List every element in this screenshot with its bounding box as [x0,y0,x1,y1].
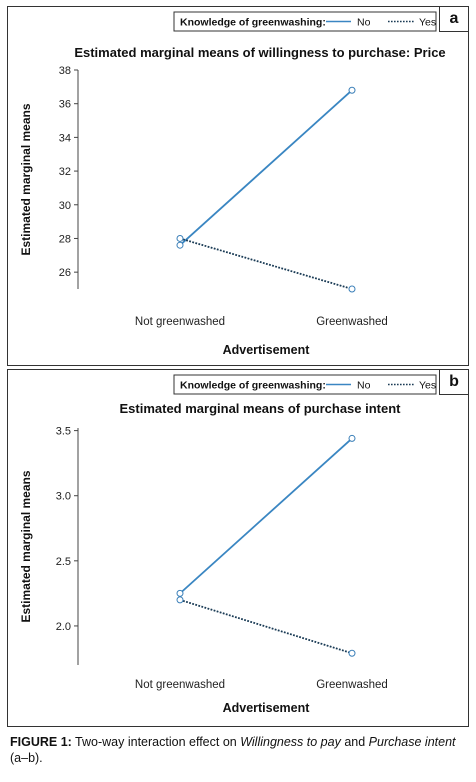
series-line-yes [179,599,353,655]
y-tick-label: 2.0 [56,621,71,633]
data-point-no [348,86,356,94]
y-tick-label: 2.5 [56,556,71,568]
x-axis-label: Advertisement [223,343,311,357]
legend-label-no: No [357,380,371,392]
chart-title: Estimated marginal means of purchase int… [119,401,401,416]
caption-emphasis-2: Purchase intent [368,735,456,749]
data-point-yes [348,285,356,293]
data-point-yes [176,234,184,242]
legend-label-no: No [357,17,371,29]
chart-panel-a: a Knowledge of greenwashing: No Yes Estimat… [7,6,469,366]
y-tick-label: 26 [59,267,71,279]
series-line-no [179,89,353,246]
y-axis-label: Estimated marginal means [19,470,33,622]
data-point-yes [348,649,356,657]
chart-panel-b: b Knowledge of greenwashing: No Yes Estimat… [7,369,469,727]
caption-text-1: Two-way interaction effect on [71,735,241,749]
y-axis-label: Estimated marginal means [19,103,33,255]
data-point-yes [176,596,184,604]
caption-emphasis-1: Willingness to pay [240,735,341,749]
x-category-label: Greenwashed [316,679,388,691]
legend-box [173,11,437,32]
legend: Knowledge of greenwashing: No Yes [173,374,437,395]
legend-title: Knowledge of greenwashing: [180,380,326,392]
data-point-no [176,589,184,597]
y-tick-label: 3.0 [56,491,71,503]
legend-label-yes: Yes [419,380,436,392]
x-axis-label: Advertisement [223,701,311,715]
y-tick-label: 3.5 [56,426,71,438]
legend-box [173,374,437,395]
caption-text-2: and [340,735,369,749]
figure-caption: FIGURE 1: Two-way interaction effect on … [10,734,466,766]
x-category-label: Greenwashed [316,316,388,328]
legend: Knowledge of greenwashing: No Yes [173,11,437,32]
series-line-no [179,437,353,595]
y-tick-label: 36 [59,99,71,111]
y-tick-label: 32 [59,166,71,178]
data-point-no [348,434,356,442]
chart-a: Knowledge of greenwashing: No Yes Estimated… [19,11,446,357]
y-tick-label: 28 [59,233,71,245]
y-tick-label: 30 [59,200,71,212]
data-point-no [176,241,184,249]
chart-title: Estimated marginal means of willingness … [74,45,445,60]
legend-title: Knowledge of greenwashing: [180,17,326,29]
chart-b: Knowledge of greenwashing: No Yes Estimated… [19,374,437,715]
y-tick-label: 34 [59,132,71,144]
y-tick-label: 38 [59,65,71,77]
caption-text-3: (a–b). [10,751,43,765]
x-category-label: Not greenwashed [135,679,225,691]
series-line-yes [179,237,353,290]
caption-label: FIGURE 1: [10,735,72,749]
panel-label-a: a [439,6,469,32]
x-category-label: Not greenwashed [135,316,225,328]
legend-label-yes: Yes [419,17,436,29]
panel-label-b: b [439,369,469,395]
